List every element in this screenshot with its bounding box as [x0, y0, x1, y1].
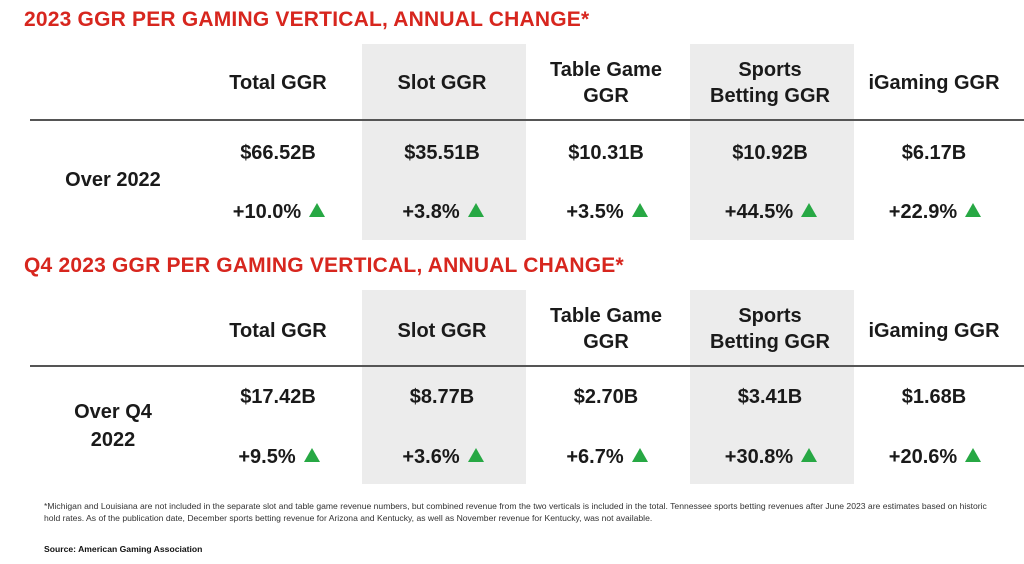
column-header-table: Table Game GGR: [550, 305, 662, 353]
change-text: +6.7%: [566, 446, 624, 468]
value-table: $10.31B: [568, 142, 644, 164]
column-header-igaming: iGaming GGR: [868, 320, 1000, 342]
change-total: +10.0%: [194, 201, 364, 224]
value-igaming: $1.68B: [901, 386, 967, 408]
change-text: +30.8%: [724, 446, 794, 468]
shaded-column-slot: [362, 290, 526, 484]
column-header-sports: Sports Betting GGR: [710, 305, 830, 353]
up-triangle-icon: [801, 448, 818, 462]
up-triangle-icon: [303, 448, 320, 462]
row-label: Over 2022: [65, 169, 161, 191]
up-triangle-icon: [631, 448, 648, 462]
up-triangle-icon: [801, 203, 818, 217]
value-slot: $8.77B: [409, 386, 475, 408]
change-igaming: +22.9%: [850, 201, 1020, 224]
change-text: +22.9%: [888, 201, 958, 223]
change-table: +6.7%: [522, 446, 692, 469]
value-igaming: $6.17B: [901, 142, 967, 164]
column-header-total: Total GGR: [229, 320, 327, 342]
column-header-sports: Sports Betting GGR: [710, 59, 830, 107]
change-slot: +3.6%: [358, 446, 528, 469]
value-slot: $35.51B: [404, 142, 480, 164]
change-sports: +44.5%: [686, 201, 856, 224]
shaded-column-sports: [690, 290, 854, 484]
value-sports: $3.41B: [737, 386, 803, 408]
change-sports: +30.8%: [686, 446, 856, 469]
value-table: $2.70B: [573, 386, 639, 408]
change-total: +9.5%: [194, 446, 364, 469]
shaded-column-sports: [690, 44, 854, 240]
section-title: Q4 2023 GGR PER GAMING VERTICAL, ANNUAL …: [24, 254, 624, 277]
change-text: +3.6%: [402, 446, 460, 468]
up-triangle-icon: [467, 203, 484, 217]
value-sports: $10.92B: [732, 142, 808, 164]
change-text: +10.0%: [232, 201, 302, 223]
change-text: +9.5%: [238, 446, 296, 468]
up-triangle-icon: [965, 203, 982, 217]
change-text: +3.8%: [402, 201, 460, 223]
footnote: *Michigan and Louisiana are not included…: [44, 501, 987, 523]
column-header-slot: Slot GGR: [397, 72, 487, 94]
row-label: Over Q4 2022: [74, 401, 152, 451]
change-text: +20.6%: [888, 446, 958, 468]
change-text: +44.5%: [724, 201, 794, 223]
up-triangle-icon: [467, 448, 484, 462]
value-total: $17.42B: [240, 386, 316, 408]
change-slot: +3.8%: [358, 201, 528, 224]
change-table: +3.5%: [522, 201, 692, 224]
up-triangle-icon: [631, 203, 648, 217]
header-divider: [30, 365, 1024, 367]
column-header-slot: Slot GGR: [397, 320, 487, 342]
change-text: +3.5%: [566, 201, 624, 223]
up-triangle-icon: [309, 203, 326, 217]
up-triangle-icon: [965, 448, 982, 462]
header-divider: [30, 119, 1024, 121]
source-credit: Source: American Gaming Association: [44, 544, 203, 554]
column-header-table: Table Game GGR: [550, 59, 662, 107]
shaded-column-slot: [362, 44, 526, 240]
q4-2023-section: Q4 2023 GGR PER GAMING VERTICAL, ANNUAL …: [0, 248, 1024, 494]
change-igaming: +20.6%: [850, 446, 1020, 469]
value-total: $66.52B: [240, 142, 316, 164]
section-title: 2023 GGR PER GAMING VERTICAL, ANNUAL CHA…: [24, 8, 590, 31]
annual-2023-section: 2023 GGR PER GAMING VERTICAL, ANNUAL CHA…: [0, 0, 1024, 248]
column-header-igaming: iGaming GGR: [868, 72, 1000, 94]
column-header-total: Total GGR: [229, 72, 327, 94]
